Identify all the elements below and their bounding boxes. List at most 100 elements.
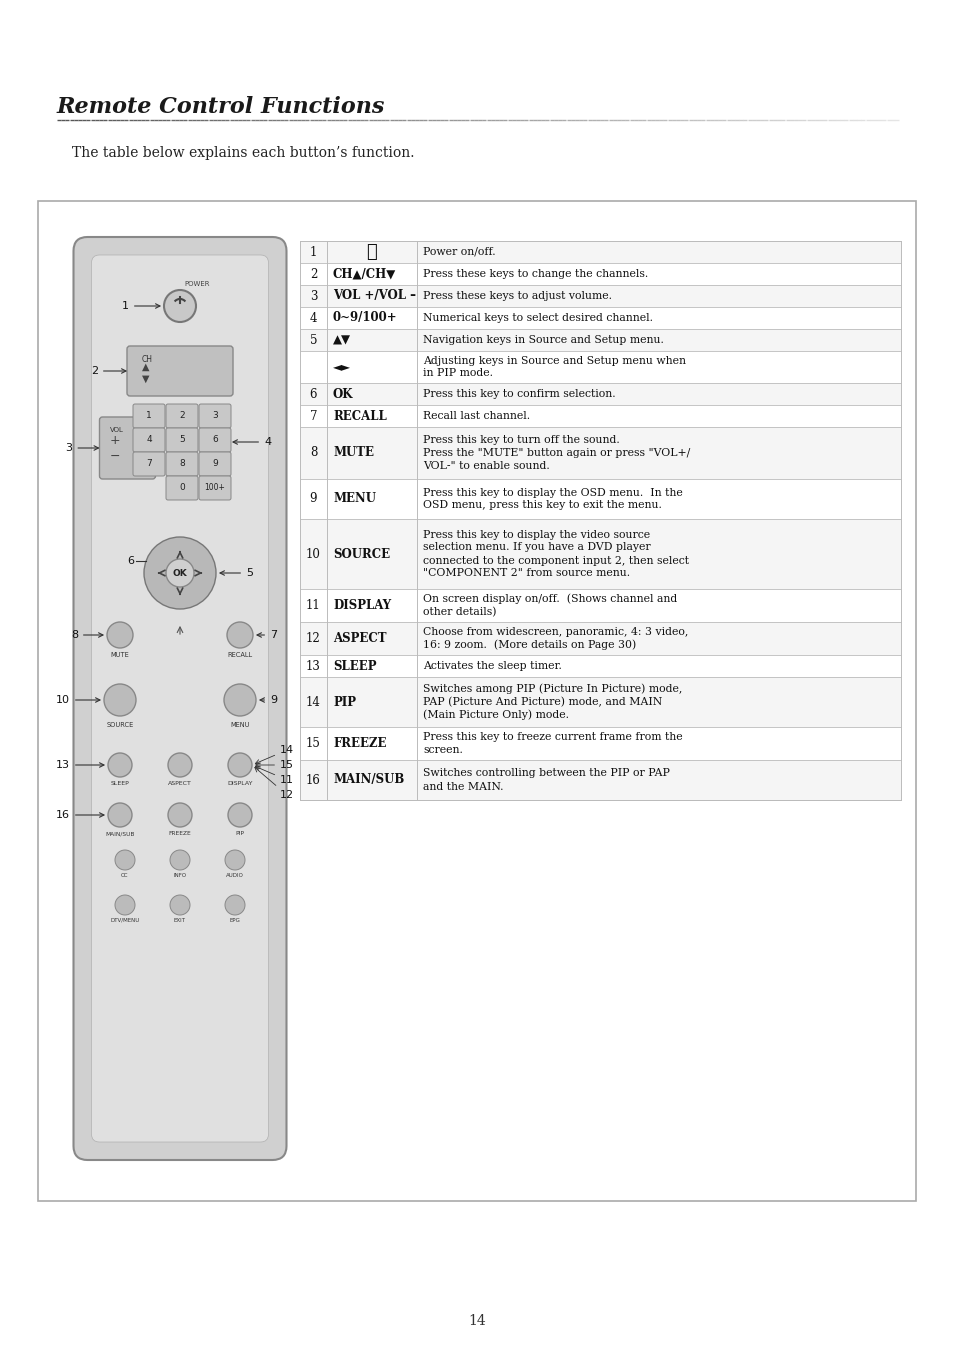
Text: "COMPONENT 2" from source menu.: "COMPONENT 2" from source menu.: [422, 568, 630, 579]
Text: 15: 15: [306, 738, 320, 750]
Text: DISPLAY: DISPLAY: [333, 599, 391, 612]
Text: SOURCE: SOURCE: [333, 548, 390, 560]
Text: PIP: PIP: [333, 696, 355, 708]
FancyBboxPatch shape: [73, 237, 286, 1159]
Text: 2: 2: [179, 411, 185, 420]
Text: 1: 1: [146, 411, 152, 420]
Text: ▲: ▲: [142, 362, 150, 372]
Bar: [299, 622, 900, 655]
Text: 10: 10: [56, 696, 100, 705]
Circle shape: [168, 753, 192, 777]
Text: selection menu. If you have a DVD player: selection menu. If you have a DVD player: [422, 542, 650, 552]
Text: 100+: 100+: [204, 484, 225, 492]
FancyBboxPatch shape: [166, 476, 198, 500]
Text: 8: 8: [310, 446, 316, 460]
Text: INFO: INFO: [173, 873, 187, 877]
Circle shape: [168, 803, 192, 827]
Text: 1: 1: [310, 245, 316, 259]
Bar: [299, 519, 900, 589]
Text: 5: 5: [179, 435, 185, 445]
Text: 7: 7: [146, 460, 152, 469]
Text: MENU: MENU: [333, 492, 375, 506]
Text: VOL: VOL: [110, 427, 123, 433]
Text: 6: 6: [310, 388, 317, 400]
Text: 3: 3: [212, 411, 217, 420]
Text: screen.: screen.: [422, 744, 462, 755]
Text: RECALL: RECALL: [227, 652, 253, 658]
FancyBboxPatch shape: [132, 404, 165, 428]
Text: Power on/off.: Power on/off.: [422, 247, 496, 258]
Text: Press this key to turn off the sound.: Press this key to turn off the sound.: [422, 435, 619, 445]
Text: DTV/MENU: DTV/MENU: [111, 918, 139, 923]
FancyBboxPatch shape: [132, 428, 165, 452]
Text: The table below explains each button’s function.: The table below explains each button’s f…: [71, 146, 414, 160]
Text: PIP: PIP: [235, 831, 244, 837]
Text: 11: 11: [306, 599, 320, 612]
Circle shape: [108, 803, 132, 827]
Text: ASPECT: ASPECT: [168, 781, 192, 786]
Text: MAIN/SUB: MAIN/SUB: [333, 773, 404, 786]
Circle shape: [115, 850, 135, 871]
Text: Press this key to freeze current frame from the: Press this key to freeze current frame f…: [422, 732, 682, 742]
Text: FREEZE: FREEZE: [169, 831, 192, 837]
Text: 5: 5: [220, 568, 253, 578]
Circle shape: [170, 850, 190, 871]
FancyBboxPatch shape: [199, 404, 231, 428]
Text: ◄►: ◄►: [333, 361, 351, 373]
Circle shape: [166, 559, 193, 587]
Text: connected to the component input 2, then select: connected to the component input 2, then…: [422, 556, 688, 565]
Text: 12: 12: [306, 632, 320, 645]
Text: 16: 16: [306, 773, 320, 786]
Circle shape: [227, 622, 253, 648]
Text: other details): other details): [422, 607, 496, 617]
Text: (Main Picture Only) mode.: (Main Picture Only) mode.: [422, 709, 568, 720]
Text: VOL +/VOL –: VOL +/VOL –: [333, 289, 416, 302]
Bar: [299, 759, 900, 800]
Text: 9: 9: [310, 492, 317, 506]
Circle shape: [164, 290, 195, 321]
Text: FREEZE: FREEZE: [333, 738, 386, 750]
Text: 4: 4: [310, 312, 317, 324]
Text: ASPECT: ASPECT: [333, 632, 386, 645]
Text: 15: 15: [255, 759, 294, 770]
Text: Press these keys to adjust volume.: Press these keys to adjust volume.: [422, 292, 612, 301]
Text: MENU: MENU: [230, 721, 250, 728]
Text: ⏻: ⏻: [366, 243, 377, 260]
Text: 3: 3: [66, 443, 98, 453]
FancyBboxPatch shape: [166, 404, 198, 428]
Text: −: −: [110, 449, 120, 462]
Text: Recall last channel.: Recall last channel.: [422, 411, 530, 420]
Text: in PIP mode.: in PIP mode.: [422, 369, 493, 378]
Text: 7: 7: [310, 410, 317, 423]
Text: EPG: EPG: [230, 918, 240, 923]
Bar: [299, 589, 900, 622]
Text: and the MAIN.: and the MAIN.: [422, 781, 503, 792]
FancyBboxPatch shape: [166, 452, 198, 476]
Circle shape: [107, 622, 132, 648]
Text: 6: 6: [212, 435, 217, 445]
Text: Choose from widescreen, panoramic, 4: 3 video,: Choose from widescreen, panoramic, 4: 3 …: [422, 626, 688, 637]
Text: MUTE: MUTE: [333, 446, 374, 460]
Text: Numerical keys to select desired channel.: Numerical keys to select desired channel…: [422, 313, 652, 323]
Circle shape: [144, 537, 215, 609]
FancyBboxPatch shape: [199, 428, 231, 452]
Bar: [299, 677, 900, 727]
Text: 4: 4: [233, 437, 271, 447]
Text: RECALL: RECALL: [333, 410, 386, 423]
Text: Press these keys to change the channels.: Press these keys to change the channels.: [422, 268, 648, 279]
Text: SOURCE: SOURCE: [107, 721, 133, 728]
Circle shape: [225, 850, 245, 871]
Circle shape: [108, 753, 132, 777]
Text: 8: 8: [179, 460, 185, 469]
Text: OK: OK: [172, 568, 187, 578]
Text: DISPLAY: DISPLAY: [227, 781, 253, 786]
Text: 7: 7: [256, 631, 276, 640]
Text: Switches among PIP (Picture In Picture) mode,: Switches among PIP (Picture In Picture) …: [422, 683, 681, 694]
Text: 1: 1: [122, 301, 160, 311]
Text: MAIN/SUB: MAIN/SUB: [105, 831, 134, 837]
Text: 13: 13: [306, 659, 320, 673]
Text: 9: 9: [212, 460, 217, 469]
Text: Press this key to display the OSD menu.  In the: Press this key to display the OSD menu. …: [422, 488, 682, 498]
Bar: [299, 306, 900, 330]
Text: Adjusting keys in Source and Setup menu when: Adjusting keys in Source and Setup menu …: [422, 355, 685, 366]
